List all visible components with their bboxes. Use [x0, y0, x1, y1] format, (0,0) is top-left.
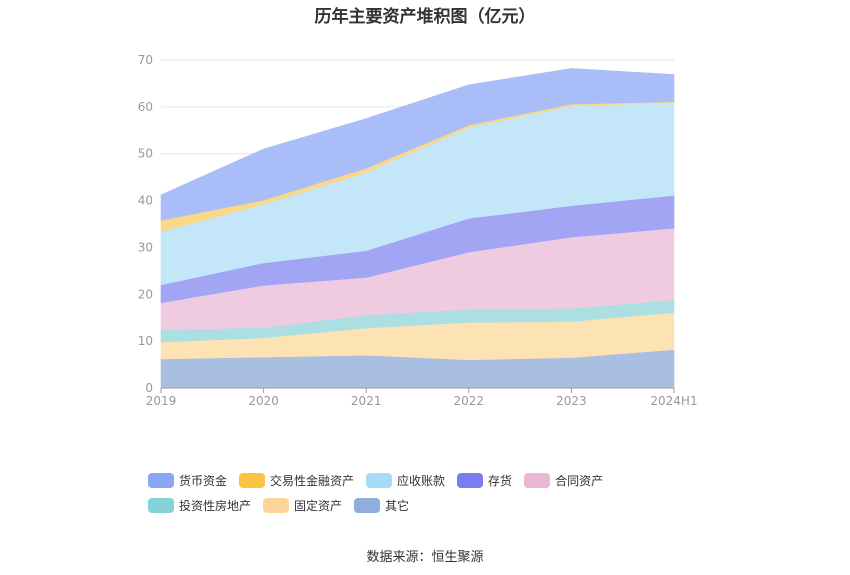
x-tick-label: 2023	[556, 394, 587, 408]
legend-label: 交易性金融资产	[270, 472, 354, 489]
legend-swatch	[354, 498, 380, 513]
y-tick-label: 30	[138, 240, 153, 254]
legend-swatch	[366, 473, 392, 488]
legend-label: 投资性房地产	[179, 497, 251, 514]
y-tick-label: 70	[138, 53, 153, 67]
y-tick-label: 20	[138, 287, 153, 301]
legend-item[interactable]: 交易性金融资产	[239, 472, 354, 489]
legend-item[interactable]: 存货	[457, 472, 512, 489]
stacked-area-chart: 0 10 20 30 40 50 60 70 2019 2020 2021 2022 2023 2024H…	[0, 0, 850, 470]
legend-label: 其它	[385, 497, 409, 514]
legend-label: 合同资产	[555, 472, 603, 489]
y-tick-label: 10	[138, 334, 153, 348]
y-tick-label: 60	[138, 100, 153, 114]
chart-legend: 货币资金 交易性金融资产 应收账款 存货 合同资产投资性房地产 固定资产 其它	[148, 472, 728, 514]
legend-swatch	[524, 473, 550, 488]
legend-item[interactable]: 货币资金	[148, 472, 227, 489]
legend-swatch	[148, 498, 174, 513]
legend-item[interactable]: 投资性房地产	[148, 497, 251, 514]
legend-swatch	[239, 473, 265, 488]
x-tick-label: 2024H1	[650, 394, 697, 408]
y-tick-label: 0	[145, 381, 153, 395]
data-source: 数据来源：恒生聚源	[0, 546, 850, 565]
legend-item[interactable]: 固定资产	[263, 497, 342, 514]
legend-label: 应收账款	[397, 472, 445, 489]
legend-item[interactable]: 其它	[354, 497, 409, 514]
legend-label: 存货	[488, 472, 512, 489]
legend-label: 货币资金	[179, 472, 227, 489]
legend-swatch	[263, 498, 289, 513]
legend-item[interactable]: 合同资产	[524, 472, 603, 489]
x-tick-label: 2019	[146, 394, 177, 408]
legend-swatch	[148, 473, 174, 488]
x-tick-label: 2021	[351, 394, 382, 408]
x-tick-label: 2020	[248, 394, 279, 408]
y-tick-label: 50	[138, 147, 153, 161]
legend-item[interactable]: 应收账款	[366, 472, 445, 489]
legend-swatch	[457, 473, 483, 488]
y-tick-label: 40	[138, 194, 153, 208]
legend-label: 固定资产	[294, 497, 342, 514]
x-tick-label: 2022	[454, 394, 485, 408]
